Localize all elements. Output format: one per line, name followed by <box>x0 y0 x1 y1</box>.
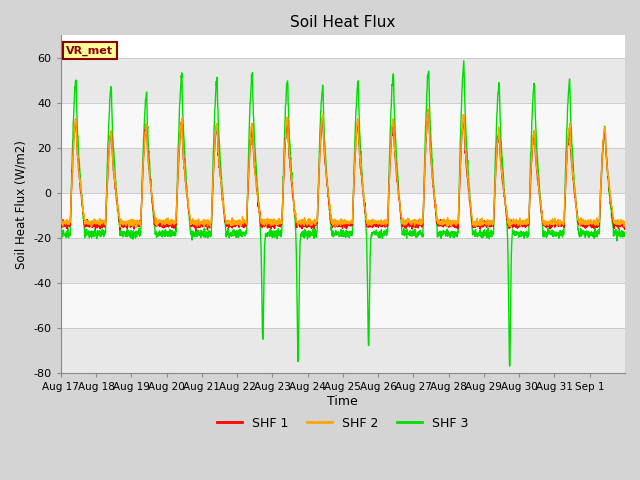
SHF 2 <box>236 220 243 226</box>
Bar <box>61 148 625 193</box>
SHF 2 <box>545 219 553 225</box>
SHF 3 <box>513 230 521 236</box>
SHF 1 <box>192 228 200 234</box>
SHF 1 <box>545 219 553 225</box>
SHF 1 <box>513 224 521 229</box>
Line: SHF 1: SHF 1 <box>61 109 625 231</box>
SHF 1 <box>113 201 121 207</box>
Y-axis label: Soil Heat Flux (W/m2): Soil Heat Flux (W/m2) <box>15 140 28 269</box>
SHF 1 <box>424 107 432 112</box>
SHF 3 <box>545 230 553 236</box>
SHF 3 <box>460 58 468 64</box>
SHF 2 <box>425 106 433 111</box>
Bar <box>61 328 625 373</box>
SHF 2 <box>513 220 521 226</box>
SHF 3 <box>377 233 385 239</box>
SHF 2 <box>113 197 121 203</box>
Text: VR_met: VR_met <box>67 46 113 56</box>
SHF 1 <box>621 221 629 227</box>
SHF 3 <box>614 233 621 239</box>
SHF 2 <box>621 219 629 225</box>
Line: SHF 2: SHF 2 <box>61 108 625 227</box>
Bar <box>61 103 625 148</box>
SHF 1 <box>614 223 621 229</box>
SHF 1 <box>377 224 385 229</box>
SHF 2 <box>614 221 621 227</box>
Title: Soil Heat Flux: Soil Heat Flux <box>290 15 396 30</box>
SHF 3 <box>113 195 121 201</box>
Legend: SHF 1, SHF 2, SHF 3: SHF 1, SHF 2, SHF 3 <box>212 412 474 435</box>
SHF 2 <box>57 216 65 222</box>
SHF 1 <box>236 225 243 230</box>
SHF 3 <box>506 363 513 369</box>
SHF 3 <box>57 232 65 238</box>
SHF 2 <box>377 221 385 227</box>
Bar <box>61 283 625 328</box>
SHF 2 <box>133 224 141 230</box>
Bar <box>61 238 625 283</box>
SHF 1 <box>57 221 65 227</box>
Line: SHF 3: SHF 3 <box>61 61 625 366</box>
SHF 3 <box>235 228 243 233</box>
SHF 3 <box>621 232 629 238</box>
Bar <box>61 193 625 238</box>
Bar <box>61 58 625 103</box>
X-axis label: Time: Time <box>328 395 358 408</box>
